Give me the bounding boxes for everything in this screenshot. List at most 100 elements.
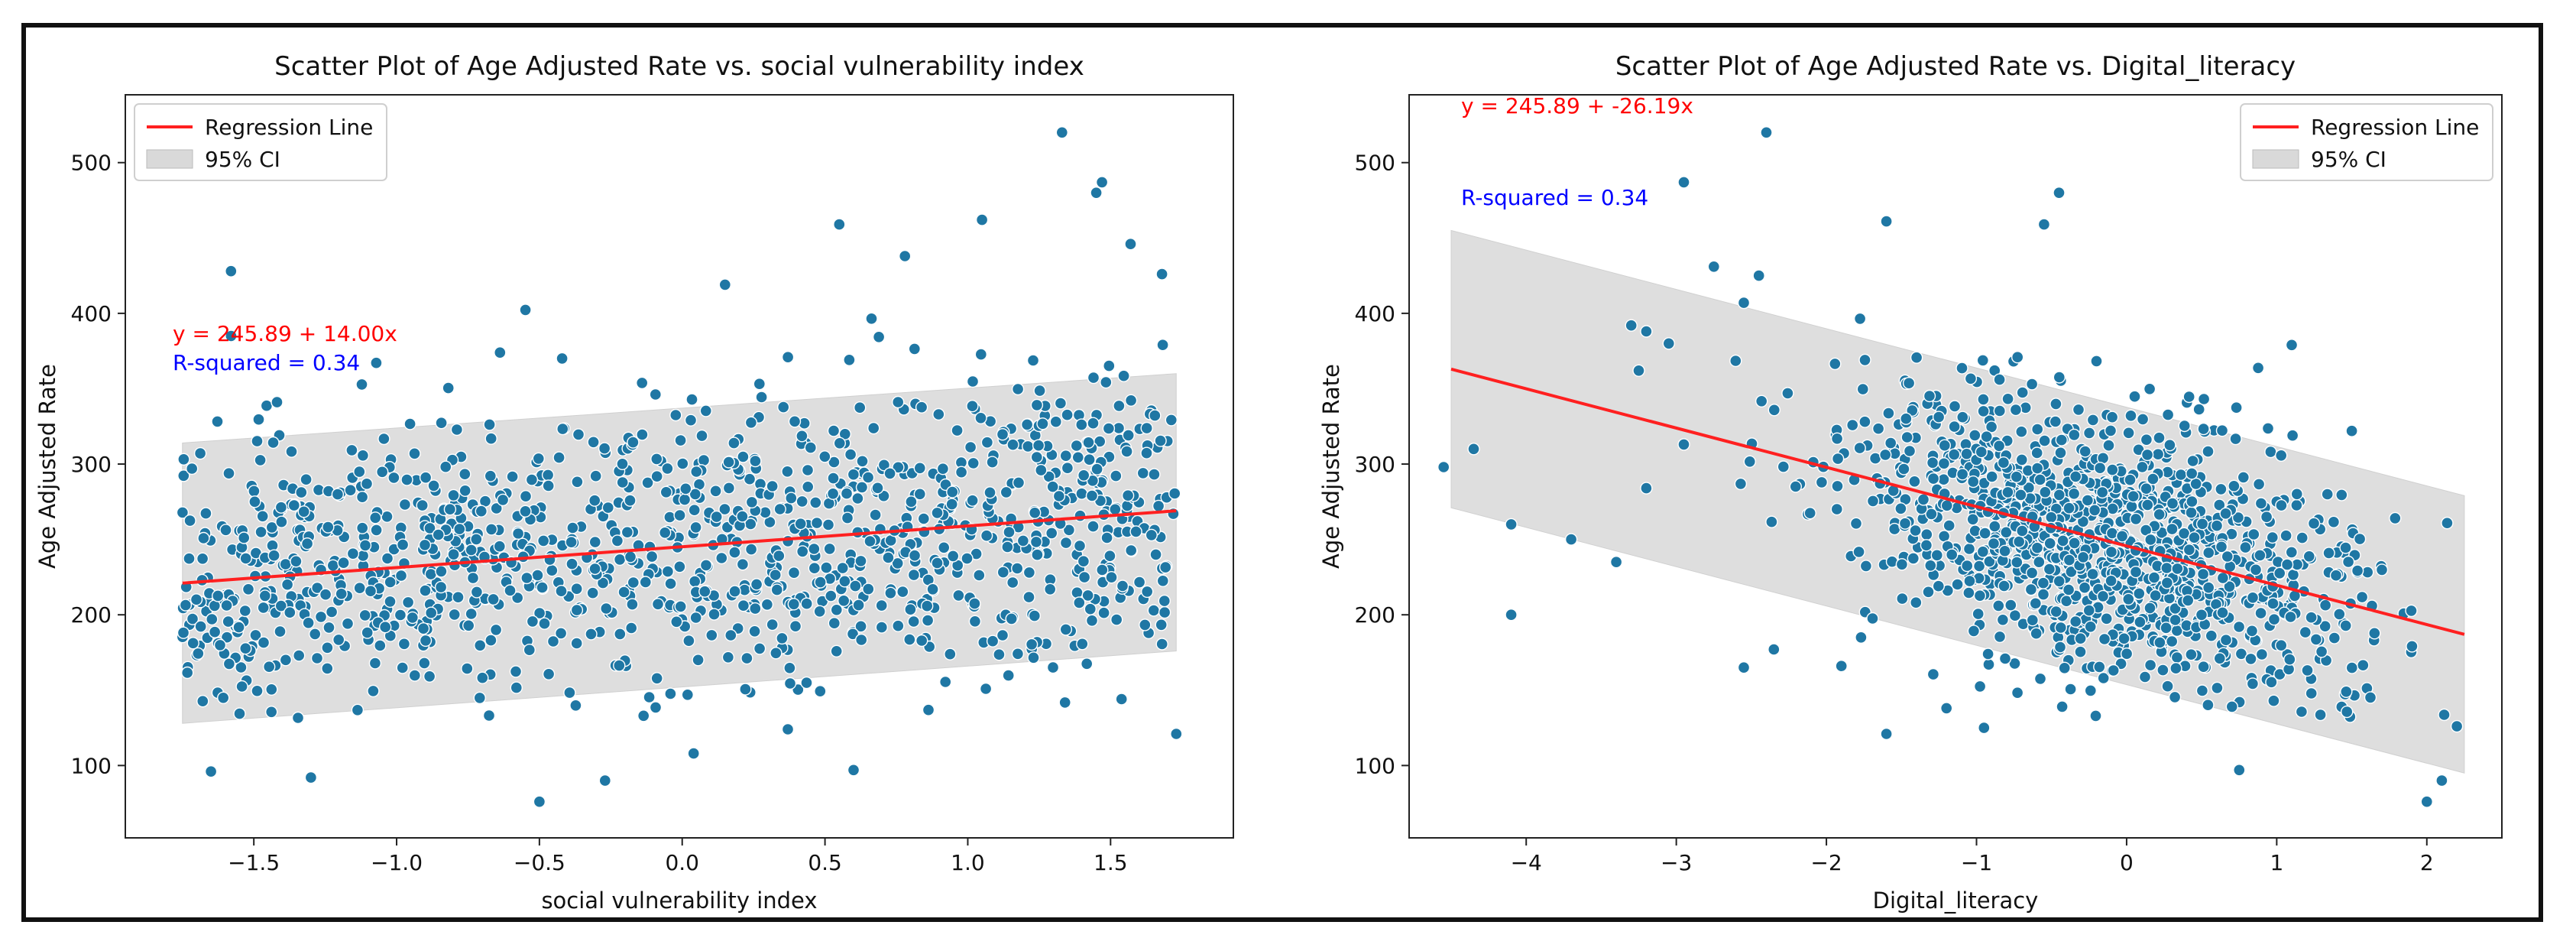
chart-title: Scatter Plot of Age Adjusted Rate vs. Di… [1615,51,2296,82]
data-point [476,671,489,684]
data-point [377,432,390,446]
data-point [2309,633,2323,646]
data-point [367,684,380,698]
data-point [2062,553,2076,566]
data-point [820,561,833,574]
data-point [2124,409,2137,422]
data-point [177,469,190,482]
data-point [1978,527,1991,540]
data-point [2202,445,2215,458]
data-point [2081,494,2095,507]
data-point [624,494,637,507]
data-point [687,747,700,760]
y-tick-label: 300 [1355,452,1395,477]
plot-frame [125,94,1234,839]
data-point [769,568,782,582]
figure-frame: Scatter Plot of Age Adjusted Rate vs. so… [21,23,2543,922]
data-point [2275,498,2288,512]
data-point [851,492,864,505]
data-point [356,521,369,534]
data-point [639,576,652,589]
data-point [1136,466,1150,480]
data-point [401,596,415,609]
data-point [1113,399,1126,413]
data-point [355,378,368,391]
data-point [882,551,895,564]
data-point [913,488,927,501]
data-point [394,609,407,622]
data-point [1880,727,1893,741]
data-point [1884,437,1897,450]
data-point [1855,631,1868,644]
data-point [1020,418,1034,431]
data-point [1835,660,1848,673]
data-point [239,642,252,655]
data-point [689,575,702,588]
data-point [2128,390,2141,403]
data-point [2106,463,2119,476]
data-point [898,249,912,263]
data-point [520,571,533,585]
data-point [1075,487,1088,500]
data-point [637,709,650,722]
data-point [2299,625,2312,639]
data-point [1095,176,1109,189]
data-point [1777,460,1790,473]
data-point [1951,578,1964,591]
data-point [664,687,677,700]
data-point [2122,427,2135,440]
data-point [419,584,432,597]
data-point [2000,526,2013,539]
data-point [1124,238,1137,251]
data-point [678,493,692,506]
data-point [570,583,583,596]
data-point [1997,456,2011,469]
data-point [838,427,852,440]
x-tick-label: −1.0 [371,850,423,875]
data-point [673,560,686,573]
data-point [2062,501,2075,514]
data-point [1080,657,1094,670]
data-point [650,453,663,466]
data-point [2086,567,2099,581]
data-point [825,589,838,602]
data-point [2185,467,2199,480]
data-point [854,554,867,568]
data-point [2054,446,2067,459]
data-point [650,672,663,685]
data-point [692,654,705,667]
data-point [854,633,868,647]
data-point [2307,517,2321,530]
data-point [418,538,432,552]
data-point [743,472,757,485]
data-point [837,594,851,607]
data-point [542,479,555,492]
data-point [310,651,324,665]
data-point [621,526,634,539]
data-point [494,346,507,359]
data-point [381,552,394,565]
data-point [452,591,465,604]
data-point [2205,629,2218,642]
data-point [2274,449,2288,462]
data-point [1981,648,1994,661]
data-point [2174,468,2188,482]
data-point [689,488,702,501]
data-point [360,477,374,490]
data-point [2054,621,2067,635]
data-point [2055,433,2068,446]
data-point [1996,613,2010,626]
data-point [614,628,627,641]
y-axis-label: Age Adjusted Rate [34,364,60,569]
data-point [2229,432,2242,446]
data-point [2168,690,2182,704]
data-point [2067,487,2081,500]
data-point [663,511,676,524]
data-point [1029,535,1043,549]
data-point [267,436,280,450]
data-point [840,487,854,500]
data-point [787,566,801,579]
data-point [710,510,723,524]
data-point [973,569,986,582]
data-point [1124,394,1138,407]
